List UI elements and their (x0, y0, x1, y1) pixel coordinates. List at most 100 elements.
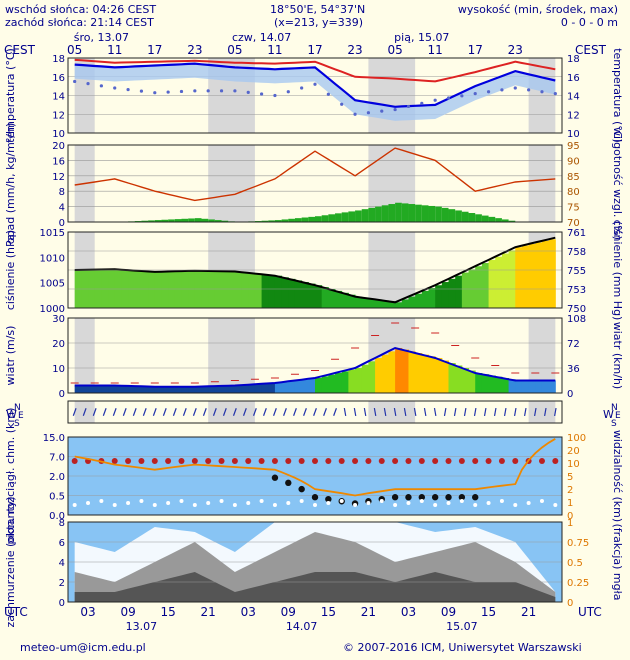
wind-speed-segment (168, 386, 176, 393)
precip-bar (361, 209, 369, 222)
precip-bar (435, 206, 442, 222)
low-cloud-dot (406, 501, 411, 505)
cloud-top-dot (338, 458, 345, 464)
visibility-line (74, 438, 556, 497)
wind-ylabel-right: wiatr (km/h) (611, 322, 624, 389)
low-cloud-dot (112, 503, 117, 507)
wind-direction-arrow (373, 407, 377, 417)
wind-direction-arrow (383, 407, 387, 417)
top-hour-label: 17 (468, 43, 483, 57)
dewpoint-dot (393, 107, 397, 112)
footer-copyright: © 2007-2016 ICM, Uniwersytet Warszawski (343, 641, 582, 654)
cloud-top-dot (405, 458, 412, 464)
pressure-area-segment (188, 270, 196, 308)
dewpoint-dot (527, 88, 531, 92)
bottom-hour-label: 09 (120, 605, 135, 619)
y-tick-right: 755 (567, 266, 586, 277)
low-cloud-dot (179, 499, 184, 503)
y-tick-right: 0.25 (567, 578, 589, 589)
wind-speed-segment (348, 369, 356, 393)
night-band (208, 401, 255, 423)
y-tick-left: 1005 (40, 279, 65, 290)
y-tick-left: 2 (59, 578, 65, 589)
wind-direction-arrow (102, 408, 107, 416)
wind-speed-segment (234, 385, 243, 393)
y-tick-left: 18 (52, 54, 65, 65)
y-tick-right: 108 (567, 314, 586, 325)
y-tick-right: 0 (567, 598, 573, 609)
wind-speed-segment (81, 385, 89, 393)
wind-direction-arrow (513, 407, 517, 417)
cloud-base-dot (298, 485, 305, 493)
wind-direction-arrow (202, 408, 207, 416)
pressure-area-segment (435, 285, 443, 308)
height-values: 0 - 0 - 0 m (560, 16, 618, 29)
dewpoint-dot (553, 92, 557, 96)
y-tick-right: 0 (567, 389, 573, 400)
low-cloud-dot (86, 501, 91, 505)
top-day-label: śro, 13.07 (74, 31, 129, 44)
y-tick-right: 100 (567, 433, 586, 444)
wind-speed-segment (141, 386, 149, 393)
precip-bar (441, 207, 449, 222)
top-timezone-right: CEST (575, 43, 607, 57)
dewpoint-dot (206, 89, 210, 93)
y-tick-right: 70 (567, 218, 580, 229)
wind-direction-arrow (453, 407, 457, 417)
wind-direction-arrow (534, 407, 537, 417)
wind-speed-segment (428, 356, 436, 393)
y-tick-left: 30 (52, 314, 65, 325)
pressure-area-segment (481, 263, 490, 308)
dewpoint-dot (433, 98, 437, 102)
pressure-area-segment (428, 288, 436, 308)
wind-speed-segment (315, 378, 323, 393)
pressure-area-segment (315, 285, 323, 308)
top-day-label: pią, 15.07 (394, 31, 449, 44)
dewpoint-dot (513, 86, 517, 90)
low-cloud-dot (433, 503, 438, 507)
wind-speed-segment (194, 386, 203, 393)
cloud-base-dot (458, 494, 466, 501)
footer-email[interactable]: meteo-um@icm.edu.pl (20, 641, 146, 654)
y-tick-left: 1000 (40, 304, 65, 315)
pressure-area-segment (415, 293, 423, 308)
wind-speed-segment (88, 385, 96, 393)
dewpoint-dot (99, 84, 103, 88)
precip-bar (388, 204, 396, 222)
precip-ylabel-left: opad (mm/h, kg/m²/h) (4, 123, 17, 244)
precip-bar (148, 220, 155, 222)
wind-direction-arrow (122, 408, 127, 416)
cloud-top-dot (178, 458, 185, 464)
wind-speed-segment (294, 380, 303, 393)
pressure-area-segment (355, 296, 363, 308)
sunrise-text: wschód słońca: 04:26 CEST (5, 3, 157, 16)
y-tick-right: 761 (567, 228, 586, 239)
compass-n-right: N (611, 403, 618, 413)
pressure-area-segment (148, 271, 156, 308)
top-hour-label: 23 (347, 43, 362, 57)
wind-direction-arrow (232, 408, 237, 416)
pressure-area-segment (535, 242, 543, 308)
bottom-hour-label: 21 (521, 605, 536, 619)
wind-speed-segment (475, 373, 483, 393)
compass-s-right: S (611, 419, 617, 429)
cloudiness-ylabel-left: zachmurzenie (oktanty) (4, 496, 17, 627)
cloud-top-dot (365, 458, 372, 464)
precip-bar (375, 206, 382, 222)
top-timezone-left: CEST (4, 43, 36, 57)
pressure-area-segment (541, 240, 550, 308)
wind-speed-segment (241, 385, 249, 393)
dewpoint-dot (420, 101, 424, 105)
wind-speed-segment (415, 353, 423, 393)
cloud-top-dot (71, 458, 78, 464)
precip-bar (308, 216, 315, 222)
precip-bar (488, 216, 496, 222)
dewpoint-dot (179, 89, 184, 94)
pressure-area-segment (181, 271, 189, 308)
y-tick-left: 20 (52, 141, 65, 152)
precip-bar (141, 220, 149, 222)
top-hour-label: 11 (267, 43, 282, 57)
pressure-area-segment (375, 299, 383, 308)
top-hour-label: 23 (508, 43, 523, 57)
panel-frame (67, 400, 563, 424)
